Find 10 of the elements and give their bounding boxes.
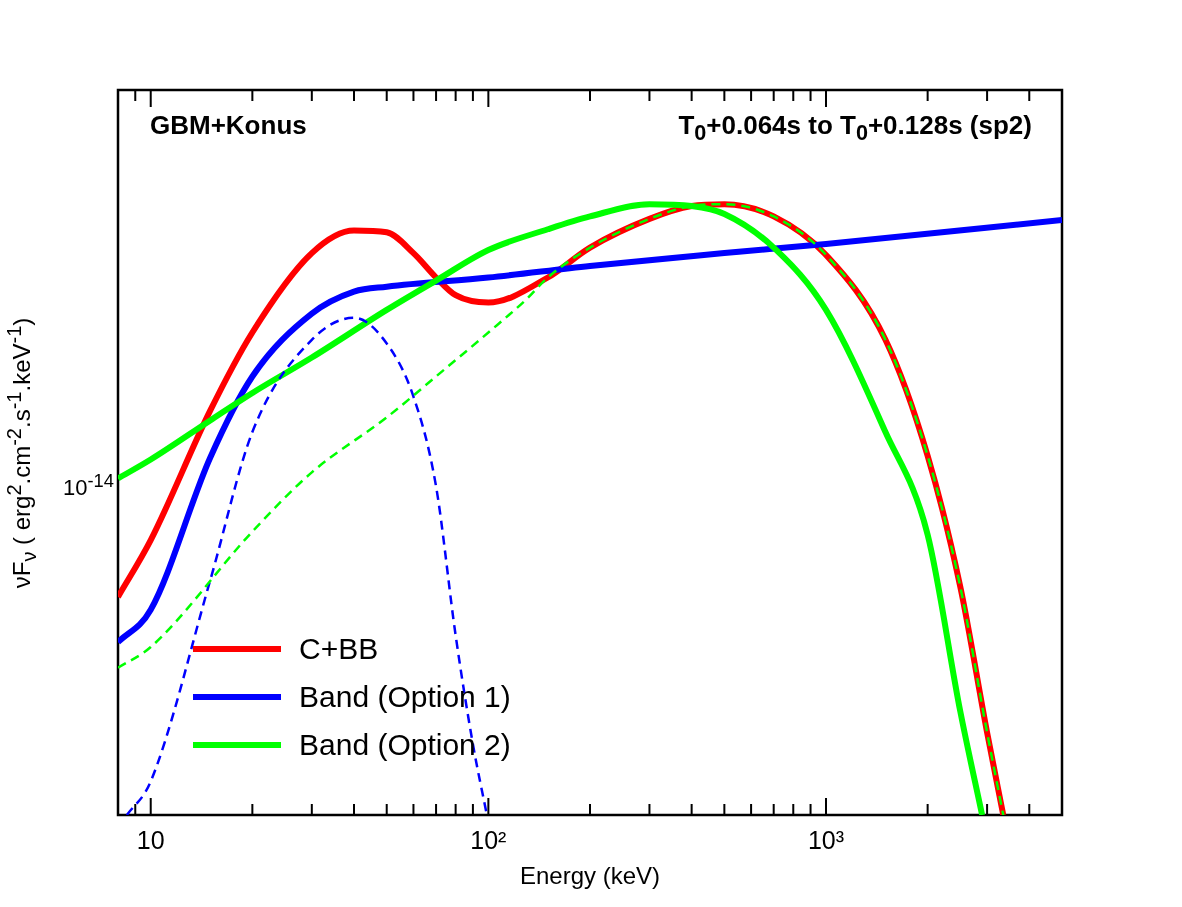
text: 10$^{-14}$	[63, 470, 114, 502]
text: GBM+Konus	[150, 110, 307, 141]
legend-label: C+BB	[299, 632, 379, 666]
legend-label: Band (Option 1)	[299, 680, 511, 714]
legend-label: Band (Option 2)	[299, 728, 511, 762]
text: T$_{0}$+0.064s to T$_{0}$+0.128s (sp2)	[678, 110, 1032, 147]
x-tick-label: 10³	[807, 825, 845, 854]
x-tick-label: 10²	[470, 825, 507, 854]
x-axis-title: Energy (keV)	[518, 862, 662, 890]
x-tick-label: 10	[136, 825, 165, 854]
